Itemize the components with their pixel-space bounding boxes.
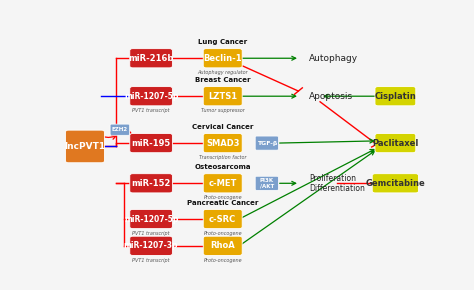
- Text: EZH2: EZH2: [112, 127, 128, 132]
- FancyBboxPatch shape: [110, 124, 129, 135]
- Text: PVT1 transcript: PVT1 transcript: [132, 108, 170, 113]
- Text: Proto-oncogene: Proto-oncogene: [203, 258, 242, 263]
- FancyBboxPatch shape: [203, 49, 242, 68]
- Text: Breast Cancer: Breast Cancer: [195, 77, 250, 83]
- Text: c-MET: c-MET: [209, 179, 237, 188]
- Text: Cisplatin: Cisplatin: [374, 92, 416, 101]
- Text: miR-1207-5p: miR-1207-5p: [124, 215, 178, 224]
- Text: Pancreatic Cancer: Pancreatic Cancer: [187, 200, 258, 206]
- Text: Proto-oncogene: Proto-oncogene: [203, 231, 242, 236]
- Text: Cervical Cancer: Cervical Cancer: [192, 124, 254, 130]
- FancyBboxPatch shape: [203, 174, 242, 193]
- Text: SMAD3: SMAD3: [206, 139, 239, 148]
- FancyBboxPatch shape: [130, 174, 173, 193]
- FancyBboxPatch shape: [203, 133, 242, 153]
- Text: PI3K
/AKT: PI3K /AKT: [260, 178, 274, 189]
- Text: PVT1 transcript: PVT1 transcript: [132, 258, 170, 263]
- Text: Autophagy: Autophagy: [309, 54, 358, 63]
- FancyBboxPatch shape: [130, 87, 173, 106]
- Text: miR-1207-5p: miR-1207-5p: [124, 92, 178, 101]
- Text: Paclitaxel: Paclitaxel: [372, 139, 419, 148]
- Text: Beclin-1: Beclin-1: [203, 54, 242, 63]
- FancyBboxPatch shape: [203, 236, 242, 255]
- FancyBboxPatch shape: [130, 49, 173, 68]
- Text: miR-1207-3p: miR-1207-3p: [124, 241, 178, 250]
- Text: miR-216b: miR-216b: [128, 54, 174, 63]
- Text: Gemcitabine: Gemcitabine: [365, 179, 425, 188]
- Text: Autophagy regulator: Autophagy regulator: [197, 70, 248, 75]
- Text: Tumor suppressor: Tumor suppressor: [201, 108, 245, 113]
- Text: TGF-β: TGF-β: [256, 141, 277, 146]
- Text: c-SRC: c-SRC: [209, 215, 237, 224]
- Text: Proto-oncogene: Proto-oncogene: [203, 195, 242, 200]
- Text: Lung Cancer: Lung Cancer: [198, 39, 247, 45]
- Text: miR-152: miR-152: [131, 179, 171, 188]
- Text: miR-195: miR-195: [131, 139, 171, 148]
- FancyBboxPatch shape: [130, 209, 173, 229]
- FancyBboxPatch shape: [375, 87, 416, 106]
- FancyBboxPatch shape: [130, 236, 173, 255]
- Text: PVT1 transcript: PVT1 transcript: [132, 231, 170, 236]
- Text: Apoptosis: Apoptosis: [309, 92, 353, 101]
- FancyBboxPatch shape: [130, 133, 173, 153]
- FancyBboxPatch shape: [203, 209, 242, 229]
- FancyBboxPatch shape: [65, 130, 104, 163]
- Text: LZTS1: LZTS1: [208, 92, 237, 101]
- Text: Osteosarcoma: Osteosarcoma: [194, 164, 251, 170]
- FancyBboxPatch shape: [375, 133, 416, 153]
- FancyBboxPatch shape: [203, 87, 242, 106]
- FancyBboxPatch shape: [255, 136, 278, 150]
- Text: lncPVT1: lncPVT1: [64, 142, 106, 151]
- Text: Transcription factor: Transcription factor: [199, 155, 246, 160]
- Text: RhoA: RhoA: [210, 241, 235, 250]
- Text: Proliferation
Differentiation: Proliferation Differentiation: [309, 174, 365, 193]
- FancyBboxPatch shape: [372, 174, 419, 193]
- FancyBboxPatch shape: [255, 176, 278, 190]
